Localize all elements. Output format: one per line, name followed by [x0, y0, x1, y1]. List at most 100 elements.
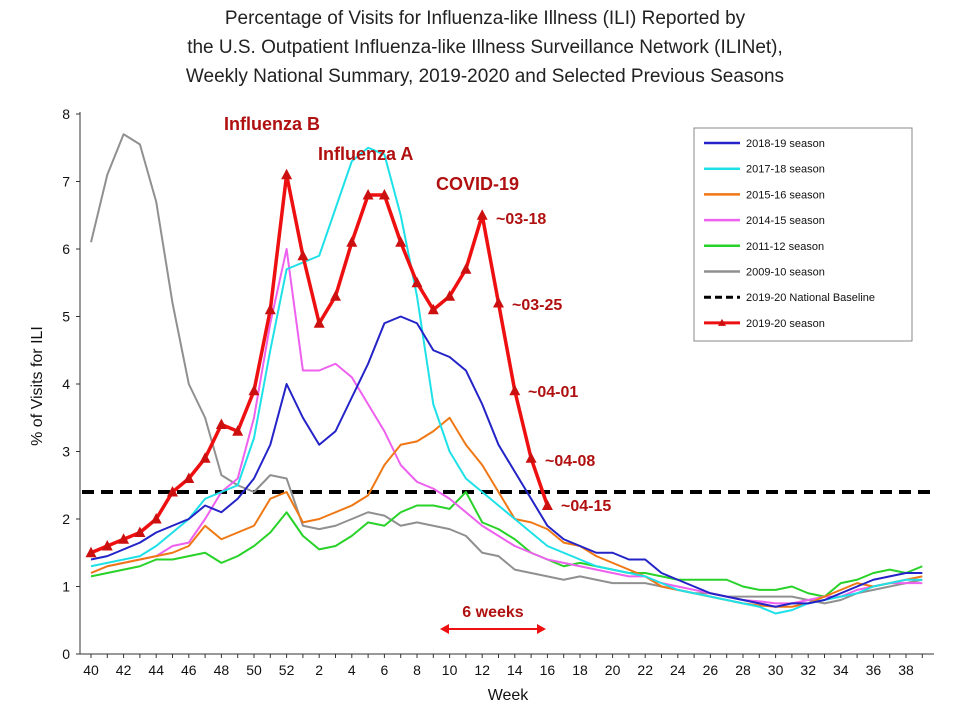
series-2019-20-marker — [167, 486, 178, 497]
series-2019-20-marker — [118, 533, 130, 544]
y-tick-label: 7 — [62, 174, 70, 190]
x-tick-label: 18 — [572, 662, 588, 678]
six-weeks-arrowhead-left — [440, 624, 449, 634]
annotation-influenza-b: Influenza B — [224, 114, 320, 134]
legend-label: 2014-15 season — [746, 215, 825, 227]
legend-items: 2018-19 season 2017-18 season 2015-16 seas… — [704, 138, 875, 330]
annotation-03-18: ~03-18 — [496, 211, 546, 228]
series-2019-20-marker — [264, 303, 276, 315]
series-layer — [90, 133, 923, 615]
x-tick-label: 2 — [315, 662, 323, 678]
series-2019-20-marker — [297, 249, 309, 261]
series-line-2011-12-season — [90, 491, 923, 598]
title-line-2: the U.S. Outpatient Influenza-like Illne… — [187, 37, 783, 58]
series-2019-20-marker — [427, 303, 439, 315]
legend-label: 2018-19 season — [746, 138, 825, 150]
y-tick-label: 1 — [62, 579, 70, 595]
x-tick-label: 8 — [413, 662, 421, 678]
series-line-2019-20-season — [90, 173, 550, 555]
series-2019-20-marker — [330, 290, 341, 301]
series-2019-20-marker — [411, 276, 423, 288]
x-tick-label: 16 — [540, 662, 556, 678]
legend: 2018-19 season 2017-18 season 2015-16 seas… — [693, 127, 913, 342]
series-line-2009-10-season — [90, 133, 923, 605]
x-tick-label: 38 — [898, 662, 914, 678]
series-2019-20-marker — [541, 499, 553, 510]
x-tick-label: 40 — [83, 662, 99, 678]
x-tick-label: 24 — [670, 662, 686, 678]
x-tick-label: 14 — [507, 662, 523, 678]
markers-layer — [85, 168, 553, 558]
legend-label: 2019-20 season — [746, 318, 825, 330]
series-2019-20-marker — [395, 236, 407, 247]
x-axis-label: Week — [488, 687, 530, 704]
six-weeks-arrowhead-right — [537, 624, 546, 634]
six-weeks-indicator: 6 weeks — [440, 604, 546, 634]
series-line-2014-15-season — [90, 248, 923, 605]
y-tick-label: 0 — [62, 646, 70, 662]
legend-label: 2019-20 National Baseline — [746, 292, 875, 304]
y-tick-label: 8 — [62, 106, 70, 122]
x-tick-label: 44 — [148, 662, 164, 678]
title-line-3: Weekly National Summary, 2019-2020 and S… — [186, 66, 784, 87]
y-tick-label: 6 — [62, 241, 70, 257]
y-tick-label: 5 — [62, 309, 70, 325]
annotation-03-25: ~03-25 — [512, 297, 562, 314]
series-2019-20-marker — [281, 168, 293, 180]
series-2019-20-marker — [150, 513, 162, 524]
y-tick-label: 2 — [62, 511, 70, 527]
legend-box — [693, 127, 913, 342]
series-2019-20-marker — [232, 425, 244, 436]
x-tick-label: 30 — [768, 662, 784, 678]
y-tick-labels: 0 1 2 3 4 5 6 7 8 — [62, 106, 80, 662]
legend-marker — [718, 318, 726, 326]
annotation-04-08: ~04-08 — [545, 453, 595, 470]
x-tick-label: 46 — [181, 662, 197, 678]
series-2019-20-marker — [313, 317, 325, 328]
x-tick-label: 50 — [246, 662, 262, 678]
six-weeks-label: 6 weeks — [462, 604, 523, 621]
series-line-2017-18-season — [90, 146, 923, 615]
x-tick-label: 6 — [381, 662, 389, 678]
series-2019-20-marker — [248, 384, 260, 396]
series-2019-20-marker — [476, 209, 488, 220]
series-2019-20-marker — [346, 236, 358, 247]
series-2019-20-marker — [362, 189, 374, 200]
annotation-04-15: ~04-15 — [561, 498, 611, 515]
series-line-2018-19-season — [90, 315, 923, 608]
series-2019-20-marker — [460, 263, 472, 274]
series-line-2015-16-season — [90, 416, 923, 608]
chart-title: Percentage of Visits for Influenza-like … — [186, 8, 784, 87]
y-tick-label: 3 — [62, 444, 70, 460]
x-tick-label: 20 — [605, 662, 621, 678]
series-2019-20-marker — [215, 418, 227, 429]
series-2019-20-marker — [85, 546, 97, 558]
x-tick-label: 36 — [866, 662, 882, 678]
x-tick-label: 28 — [735, 662, 751, 678]
series-2019-20-marker — [199, 452, 211, 463]
x-tick-label: 34 — [833, 662, 849, 678]
series-2019-20-marker — [183, 472, 195, 483]
series-2019-20-marker — [509, 384, 521, 396]
legend-label: 2015-16 season — [746, 189, 825, 201]
annotation-04-01: ~04-01 — [528, 384, 578, 401]
series-2019-20-marker — [493, 297, 504, 308]
x-tick-label: 32 — [800, 662, 816, 678]
x-tick-label: 42 — [116, 662, 132, 678]
x-tick-label: 48 — [214, 662, 230, 678]
annotation-covid-19: COVID-19 — [436, 174, 519, 194]
series-2019-20-marker — [378, 189, 390, 200]
series-2019-20-marker — [525, 452, 537, 463]
projection-dotted-line — [530, 457, 549, 506]
x-tick-label: 4 — [348, 662, 356, 678]
x-tick-label: 52 — [279, 662, 295, 678]
series-2019-20-marker — [444, 290, 456, 301]
series-2019-20-marker — [101, 540, 113, 551]
y-axis-label: % of Visits for ILI — [29, 326, 46, 446]
legend-label: 2011-12 season — [746, 241, 824, 253]
y-tick-label: 4 — [62, 376, 70, 392]
legend-label: 2017-18 season — [746, 164, 825, 176]
legend-label: 2009-10 season — [746, 267, 825, 279]
x-tick-label: 10 — [442, 662, 458, 678]
